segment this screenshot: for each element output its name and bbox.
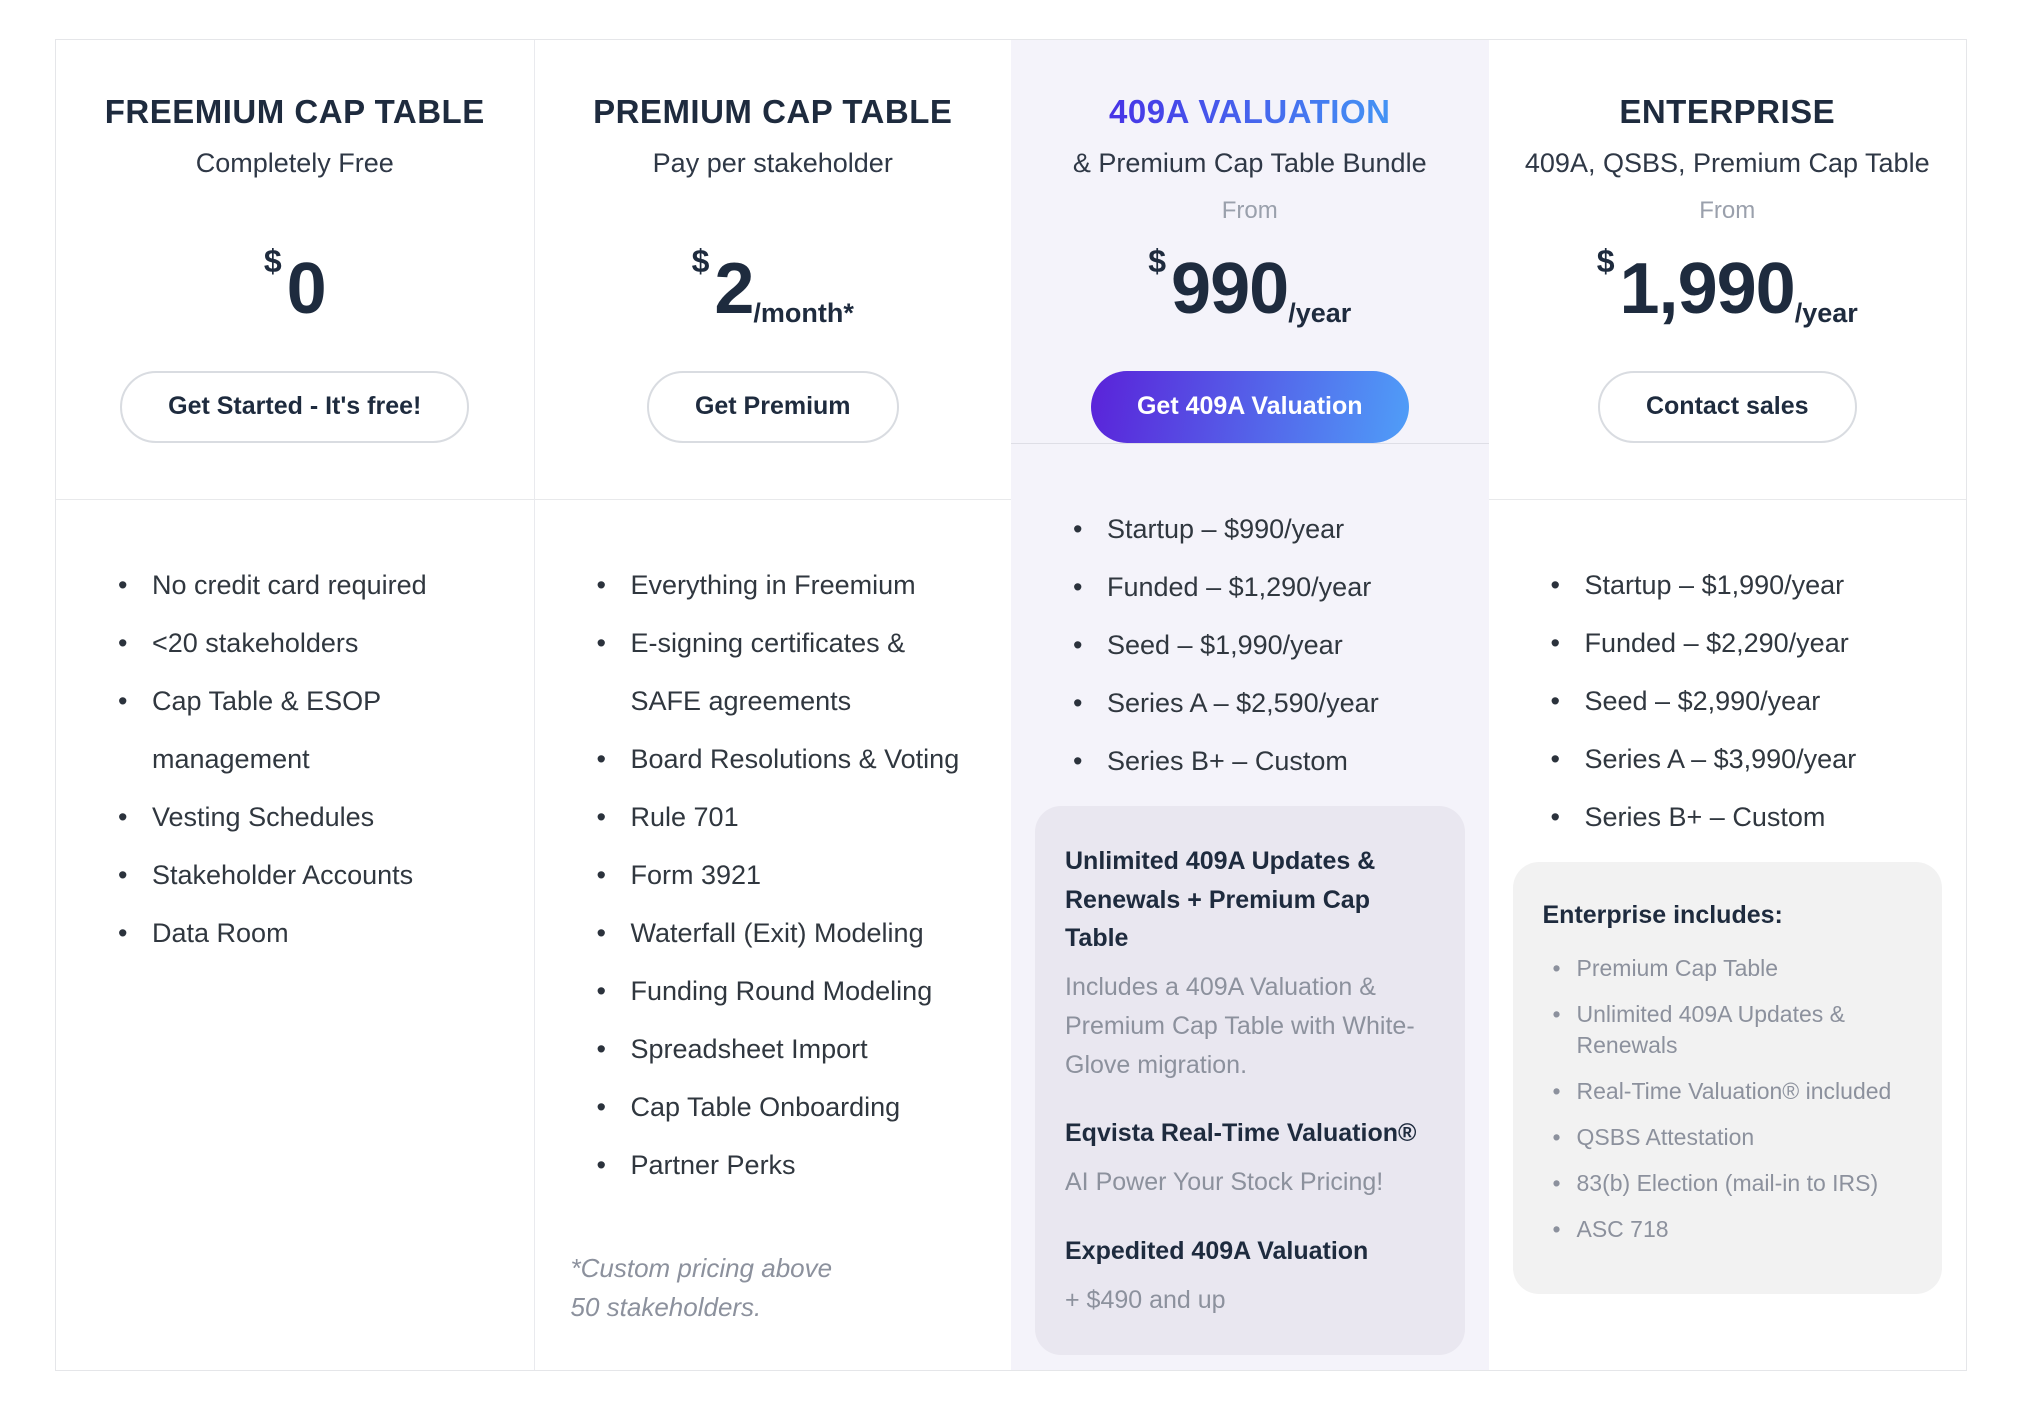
plan-features-freemium: No credit card required <20 stakeholders…	[56, 500, 534, 1370]
info-heading: Unlimited 409A Updates & Renewals + Prem…	[1065, 846, 1376, 953]
price-amount: 1,990	[1619, 248, 1796, 329]
feature-item: Series B+ – Custom	[1525, 788, 1931, 846]
from-label: From	[1699, 196, 1756, 224]
includes-item: Unlimited 409A Updates & Renewals	[1543, 999, 1913, 1061]
plan-features-enterprise: Startup – $1,990/year Funded – $2,290/ye…	[1489, 500, 1967, 1370]
plan-subtitle: & Premium Cap Table Bundle	[1072, 147, 1427, 178]
409a-bundle-info-box: Unlimited 409A Updates & Renewals + Prem…	[1035, 805, 1465, 1356]
plan-card-409a: 409A VALUATION & Premium Cap Table Bundl…	[1011, 40, 1489, 1370]
plan-card-freemium: FREEMIUM CAP TABLE Completely Free $ 0 G…	[56, 40, 534, 1370]
custom-pricing-footnote: *Custom pricing above 50 stakeholders.	[571, 1249, 976, 1327]
feature-item: Funding Round Modeling	[571, 962, 976, 1020]
info-section: Unlimited 409A Updates & Renewals + Prem…	[1065, 842, 1435, 1085]
includes-item: Premium Cap Table	[1543, 953, 1913, 984]
price-currency: $	[691, 242, 710, 279]
enterprise-includes-box: Enterprise includes: Premium Cap Table U…	[1512, 862, 1942, 1295]
includes-heading: Enterprise includes:	[1542, 901, 1783, 930]
pricing-table: FREEMIUM CAP TABLE Completely Free $ 0 G…	[55, 39, 1967, 1371]
feature-item: Spreadsheet Import	[571, 1020, 976, 1078]
plan-title: FREEMIUM CAP TABLE	[104, 93, 485, 130]
price-period: /year	[1794, 297, 1858, 328]
plan-features-409a: Startup – $990/year Funded – $1,290/year…	[1011, 444, 1489, 1392]
feature-item: Seed – $2,990/year	[1525, 672, 1931, 730]
info-section: Eqvista Real-Time Valuation® AI Power Yo…	[1065, 1114, 1435, 1202]
plan-header-enterprise: ENTERPRISE 409A, QSBS, Premium Cap Table…	[1488, 40, 1966, 500]
info-body: Includes a 409A Valuation & Premium Cap …	[1065, 973, 1415, 1079]
plan-price: $ 990 /year	[1148, 233, 1351, 345]
footnote-line: 50 stakeholders.	[570, 1291, 762, 1322]
feature-item: Funded – $1,290/year	[1047, 558, 1453, 616]
plan-title: ENTERPRISE	[1619, 93, 1836, 130]
feature-item: No credit card required	[92, 556, 498, 614]
feature-item: Series B+ – Custom	[1047, 732, 1453, 790]
feature-item: Waterfall (Exit) Modeling	[571, 904, 976, 962]
price-amount: 990	[1171, 248, 1289, 329]
plan-subtitle: Pay per stakeholder	[652, 147, 893, 178]
feature-item: E-signing certificates & SAFE agreements	[571, 614, 976, 730]
get-409a-valuation-button[interactable]: Get 409A Valuation	[1090, 370, 1409, 443]
plan-title: 409A VALUATION	[1109, 93, 1391, 130]
feature-item: Partner Perks	[571, 1136, 976, 1194]
price-amount: 0	[286, 248, 327, 329]
feature-item: Series A – $3,990/year	[1525, 730, 1931, 788]
plan-price: $ 2 /month*	[692, 233, 854, 345]
feature-item: Funded – $2,290/year	[1525, 614, 1931, 672]
feature-item: Stakeholder Accounts	[92, 846, 498, 904]
feature-item: Series A – $2,590/year	[1047, 674, 1453, 732]
price-currency: $	[1148, 242, 1167, 279]
feature-list: No credit card required <20 stakeholders…	[92, 556, 498, 962]
info-heading: Eqvista Real-Time Valuation®	[1065, 1119, 1417, 1148]
feature-item: <20 stakeholders	[92, 614, 498, 672]
includes-list: Premium Cap Table Unlimited 409A Updates…	[1543, 953, 1913, 1245]
includes-item: QSBS Attestation	[1543, 1122, 1913, 1153]
from-label: From	[1221, 196, 1278, 224]
feature-item: Startup – $1,990/year	[1525, 556, 1931, 614]
feature-list: Startup – $990/year Funded – $1,290/year…	[1047, 500, 1453, 790]
price-amount: 2	[714, 248, 754, 329]
contact-sales-button[interactable]: Contact sales	[1597, 370, 1857, 443]
info-heading: Expedited 409A Valuation	[1065, 1236, 1369, 1265]
plan-header-freemium: FREEMIUM CAP TABLE Completely Free $ 0 G…	[56, 40, 534, 500]
feature-item: Board Resolutions & Voting	[571, 730, 976, 788]
plan-card-premium: PREMIUM CAP TABLE Pay per stakeholder $ …	[533, 40, 1012, 1370]
price-currency: $	[263, 242, 282, 279]
info-body: AI Power Your Stock Pricing!	[1065, 1168, 1384, 1197]
plan-subtitle: 409A, QSBS, Premium Cap Table	[1524, 147, 1930, 178]
includes-item: 83(b) Election (mail-in to IRS)	[1543, 1168, 1913, 1199]
plan-price: $ 0	[263, 233, 327, 345]
plan-header-premium: PREMIUM CAP TABLE Pay per stakeholder $ …	[534, 40, 1011, 500]
plan-price: $ 1,990 /year	[1597, 233, 1858, 345]
feature-list: Startup – $1,990/year Funded – $2,290/ye…	[1525, 556, 1931, 846]
get-started-button[interactable]: Get Started - It's free!	[120, 370, 470, 443]
feature-item: Data Room	[92, 904, 498, 962]
feature-item: Cap Table & ESOP management	[92, 672, 498, 788]
feature-item: Vesting Schedules	[92, 788, 498, 846]
feature-item: Everything in Freemium	[571, 556, 976, 614]
plan-card-enterprise: ENTERPRISE 409A, QSBS, Premium Cap Table…	[1488, 40, 1967, 1370]
plan-features-premium: Everything in Freemium E-signing certifi…	[535, 500, 1012, 1370]
get-premium-button[interactable]: Get Premium	[646, 370, 899, 443]
feature-item: Cap Table Onboarding	[571, 1078, 976, 1136]
includes-item: Real-Time Valuation® included	[1543, 1076, 1913, 1107]
price-currency: $	[1596, 242, 1615, 279]
info-section: Expedited 409A Valuation + $490 and up	[1065, 1232, 1435, 1320]
includes-item: ASC 718	[1543, 1214, 1913, 1245]
info-body: + $490 and up	[1065, 1285, 1226, 1314]
plan-subtitle: Completely Free	[195, 147, 394, 178]
feature-item: Rule 701	[571, 788, 976, 846]
feature-item: Form 3921	[571, 846, 976, 904]
plan-header-409a: 409A VALUATION & Premium Cap Table Bundl…	[1011, 40, 1489, 444]
feature-list: Everything in Freemium E-signing certifi…	[571, 556, 976, 1195]
footnote-line: *Custom pricing above	[570, 1252, 833, 1283]
price-period: /year	[1288, 297, 1352, 328]
feature-item: Startup – $990/year	[1047, 500, 1453, 558]
price-period: /month*	[753, 297, 854, 328]
feature-item: Seed – $1,990/year	[1047, 616, 1453, 674]
plan-title: PREMIUM CAP TABLE	[593, 93, 953, 130]
